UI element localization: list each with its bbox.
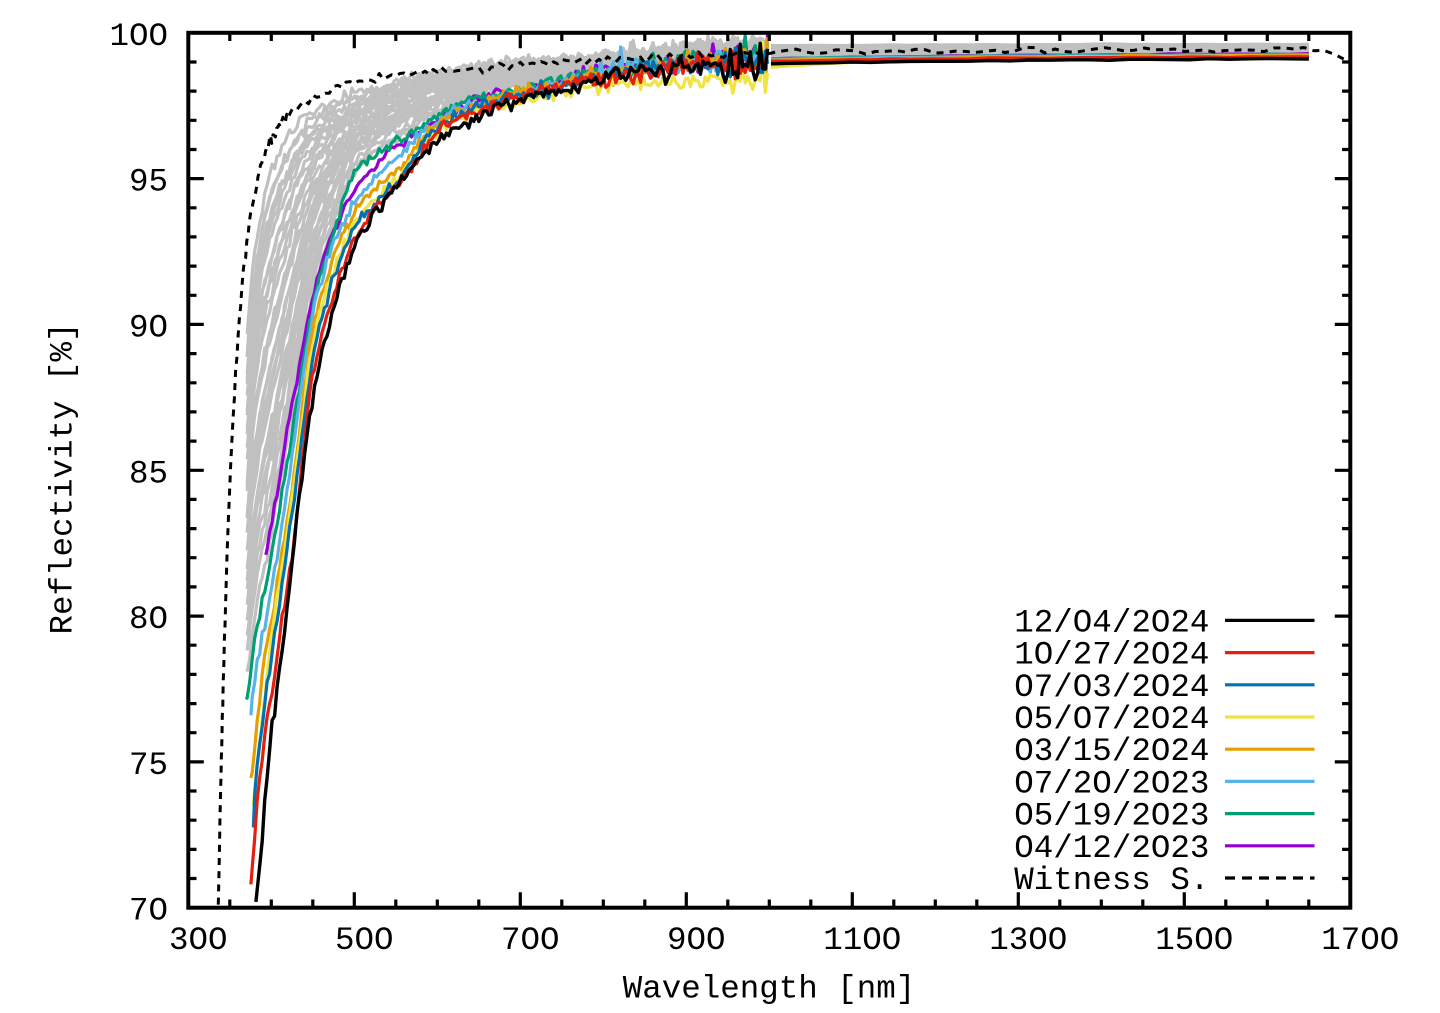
svg-text:Witness S.: Witness S. — [1014, 862, 1209, 899]
svg-text:1O/27/2O24: 1O/27/2O24 — [1014, 637, 1209, 674]
svg-text:17OO: 17OO — [1321, 922, 1399, 959]
svg-text:O7/2O/2O23: O7/2O/2O23 — [1014, 765, 1209, 802]
svg-text:7OO: 7OO — [501, 922, 560, 959]
svg-text:O5/19/2O23: O5/19/2O23 — [1014, 798, 1209, 835]
svg-text:7O: 7O — [129, 893, 168, 930]
svg-text:O4/12/2O23: O4/12/2O23 — [1014, 830, 1209, 867]
svg-text:9OO: 9OO — [667, 922, 726, 959]
svg-text:O5/O7/2O24: O5/O7/2O24 — [1014, 701, 1209, 738]
svg-text:1OO: 1OO — [109, 18, 168, 55]
svg-text:8O: 8O — [129, 601, 168, 638]
svg-text:9O: 9O — [129, 309, 168, 346]
svg-text:O7/O3/2O24: O7/O3/2O24 — [1014, 669, 1209, 706]
svg-text:75: 75 — [129, 747, 168, 784]
svg-text:85: 85 — [129, 455, 168, 492]
svg-text:95: 95 — [129, 164, 168, 201]
svg-text:3OO: 3OO — [169, 922, 228, 959]
svg-text:Wavelength [nm]: Wavelength [nm] — [623, 971, 916, 1008]
svg-text:15OO: 15OO — [1155, 922, 1233, 959]
svg-text:5OO: 5OO — [335, 922, 394, 959]
svg-text:11OO: 11OO — [823, 922, 901, 959]
svg-text:O3/15/2O24: O3/15/2O24 — [1014, 733, 1209, 770]
svg-text:Reflectivity [%]: Reflectivity [%] — [45, 322, 82, 634]
svg-text:13OO: 13OO — [989, 922, 1067, 959]
svg-text:12/O4/2O24: 12/O4/2O24 — [1014, 604, 1209, 641]
